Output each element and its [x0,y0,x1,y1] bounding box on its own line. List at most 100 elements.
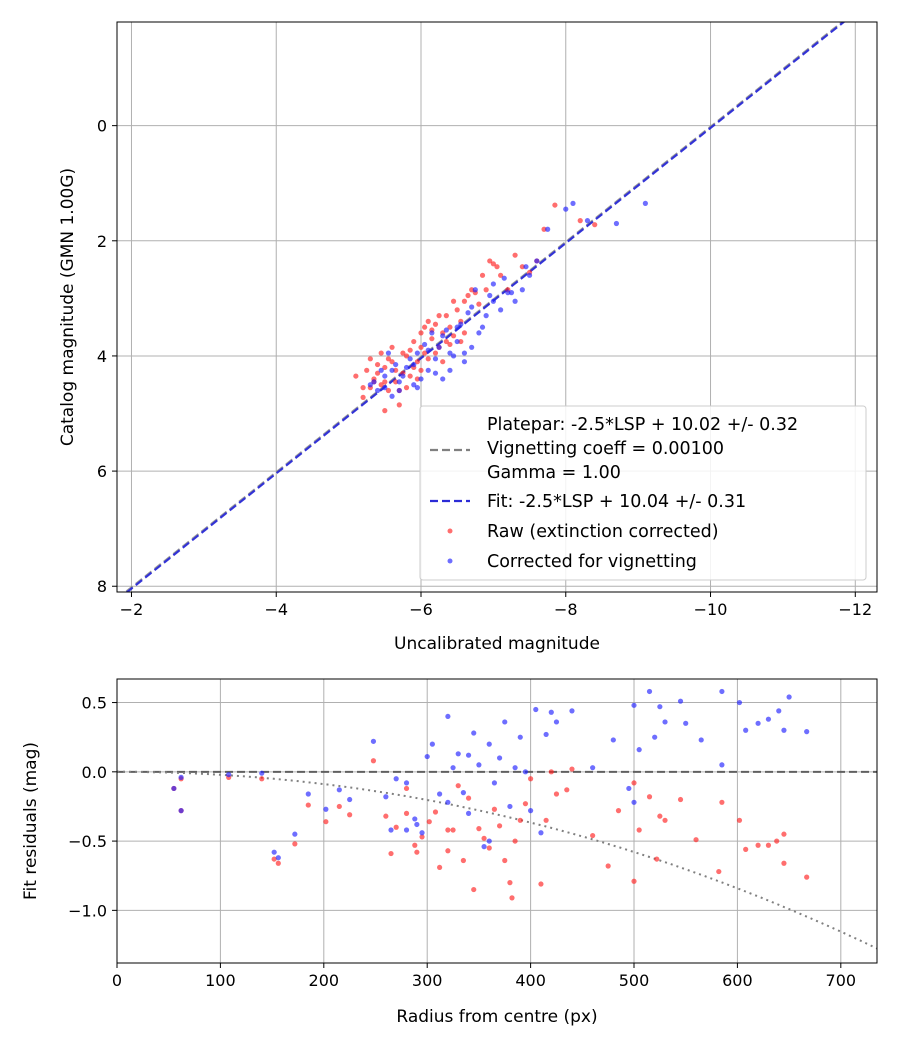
corrected-point [465,810,472,816]
corrected-point [502,719,508,725]
corrected-point [476,330,482,336]
raw-point [411,338,417,345]
corrected-point [465,752,472,758]
raw-point [374,361,381,368]
corrected-point [461,359,468,365]
corrected-point [719,688,725,695]
raw-point [432,809,439,815]
corrected-point [501,275,507,281]
raw-point [393,379,399,385]
raw-point [605,863,611,869]
x-tick-label: −2 [120,600,144,619]
x-tick-label: −6 [409,600,433,619]
corrected-point [440,333,446,339]
raw-point [455,783,461,789]
raw-point [774,838,780,844]
corrected-point [662,719,668,725]
corrected-point [584,218,591,224]
legend: Platepar: -2.5*LSP + 10.02 +/- 0.32 Vign… [419,405,867,581]
corrected-point [396,387,402,394]
corrected-point [450,353,457,359]
corrected-point [781,727,787,733]
raw-point [569,766,575,772]
corrected-point [432,356,439,362]
raw-point [385,387,392,394]
corrected-point [543,731,549,738]
x-tick-label: 0 [112,971,122,990]
raw-point [437,864,443,871]
bottom-plot-frame [116,678,878,964]
corrected-point [226,771,232,778]
raw-point [636,827,642,833]
raw-point [590,832,596,839]
x-tick-label: 300 [412,971,443,990]
y-tick-label: 0 [97,117,107,136]
raw-point [418,330,424,336]
raw-point [736,817,743,823]
corrected-point [424,753,430,760]
raw-point [458,338,464,345]
bottom-scatter [171,688,810,901]
legend-platepar: Platepar: -2.5*LSP + 10.02 +/- 0.32 [487,415,798,435]
corrected-point [389,393,395,399]
raw-point [461,330,468,336]
raw-point [383,813,389,819]
corrected-point [414,350,420,356]
vignetting-model-curve [117,770,877,950]
raw-point [393,824,399,830]
top-x-ticks: −2 −4 −6 −8 −10 −12 [120,592,872,619]
corrected-point [481,844,487,850]
corrected-point [422,341,428,348]
raw-point [443,338,449,345]
corrected-point [517,734,523,740]
raw-point [490,261,496,267]
corrected-point [523,264,529,270]
legend-vignetting: Vignetting coeff = 0.00100 [487,439,724,459]
raw-point [414,359,420,365]
corrected-point [743,727,749,733]
raw-point [507,880,513,886]
y-tick-label: 8 [97,577,107,596]
x-tick-label: 500 [619,971,650,990]
corrected-point [642,200,648,206]
corrected-point [414,385,420,391]
corrected-point [461,350,468,356]
corrected-point [472,287,478,293]
raw-point [781,831,787,837]
raw-point [512,252,518,258]
corrected-point [683,720,689,726]
top-scatter [353,200,648,414]
corrected-point [545,226,551,232]
y-tick-label: 4 [97,347,107,366]
legend-raw-marker [447,528,453,534]
raw-point [553,791,560,797]
legend-corrected-marker [447,558,453,564]
corrected-point [447,350,453,356]
top-x-axis-label: Uncalibrated magnitude [394,634,600,654]
raw-point [382,364,388,371]
raw-point [259,776,265,782]
corrected-point [507,803,513,810]
corrected-point [455,751,461,757]
corrected-point [370,738,377,744]
corrected-point [403,780,410,786]
corrected-point [469,344,475,350]
raw-point [460,857,466,864]
raw-point [577,218,583,224]
raw-point [517,817,523,823]
legend-fit: Fit: -2.5*LSP + 10.04 +/- 0.31 [487,492,746,512]
raw-point [592,222,598,228]
raw-point [615,808,622,814]
raw-point [494,264,500,270]
corrected-point [374,387,381,394]
corrected-point [469,304,475,310]
raw-point [491,806,498,812]
raw-point [360,394,366,400]
corrected-point [445,799,451,805]
raw-point [548,769,554,775]
raw-point [765,842,772,848]
top-y-axis-label: Catalog magnitude (GMN 1.00G) [58,168,78,446]
corrected-point [533,706,539,713]
corrected-point [765,716,772,722]
corrected-point [491,780,498,786]
